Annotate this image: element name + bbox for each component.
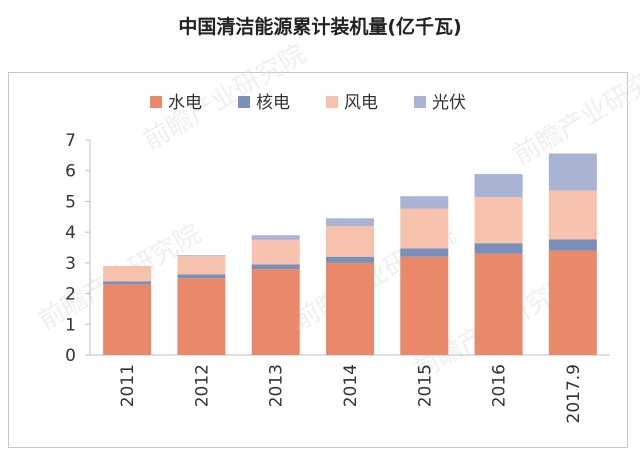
bar-segment: [103, 284, 152, 355]
bar-segment: [474, 197, 523, 244]
x-tick-label: 2014: [341, 364, 361, 407]
bar-segment: [326, 218, 374, 226]
bar-segment: [548, 153, 597, 191]
legend-label: 核电: [256, 93, 290, 113]
legend-label: 风电: [344, 93, 378, 113]
bars: [103, 153, 597, 355]
bar-segment: [400, 248, 449, 257]
y-tick-label: 2: [65, 285, 76, 305]
legend-swatch: [326, 96, 338, 108]
bar-segment: [326, 262, 374, 355]
legend: 水电 核电 风电 光伏: [150, 93, 466, 113]
legend-swatch: [238, 96, 250, 108]
bar-segment: [251, 239, 300, 265]
legend-label: 水电: [168, 93, 202, 113]
chart-title: 中国清洁能源累计装机量(亿千瓦): [178, 16, 462, 38]
bar-segment: [326, 256, 374, 263]
x-tick-label: 2016: [490, 364, 510, 407]
y-tick-label: 5: [65, 192, 76, 212]
bar-segment: [251, 264, 300, 269]
x-tick-label: 2013: [267, 364, 287, 407]
y-tick-label: 7: [65, 131, 76, 151]
bar-segment: [474, 253, 523, 355]
legend-label: 光伏: [432, 93, 466, 113]
bar-segment: [177, 278, 226, 355]
bar-segment: [177, 255, 226, 257]
y-tick-label: 4: [65, 223, 76, 243]
bar-segment: [177, 256, 226, 275]
y-tick-label: 0: [65, 346, 76, 366]
bar-segment: [103, 281, 152, 285]
bar-segment: [103, 265, 152, 282]
y-tick-label: 1: [65, 315, 76, 335]
x-tick-label: 2012: [192, 364, 212, 407]
bar-segment: [400, 208, 449, 249]
legend-swatch: [414, 96, 426, 108]
y-tick-label: 3: [65, 254, 76, 274]
watermark-text: 前瞻产业研究院: [509, 54, 640, 171]
bar-segment: [548, 250, 597, 355]
x-tick-label: 2011: [118, 364, 138, 407]
legend-swatch: [150, 96, 162, 108]
bar-segment: [400, 256, 449, 355]
bar-segment: [326, 226, 374, 257]
bar-segment: [548, 190, 597, 240]
bar-segment: [474, 243, 523, 254]
bar-segment: [548, 239, 597, 251]
x-tick-label: 2015: [415, 364, 435, 407]
x-tick-label: 2017.9: [564, 364, 584, 423]
bar-segment: [177, 274, 226, 279]
chart-frame: [8, 72, 628, 448]
y-tick-label: 6: [65, 162, 76, 182]
bar-segment: [251, 235, 300, 240]
x-axis-labels: 2011 2012 2013 2014 2015 2016 2017.9: [118, 364, 584, 423]
bar-segment: [400, 196, 449, 209]
bar-segment: [251, 269, 300, 355]
bar-segment: [474, 174, 523, 198]
